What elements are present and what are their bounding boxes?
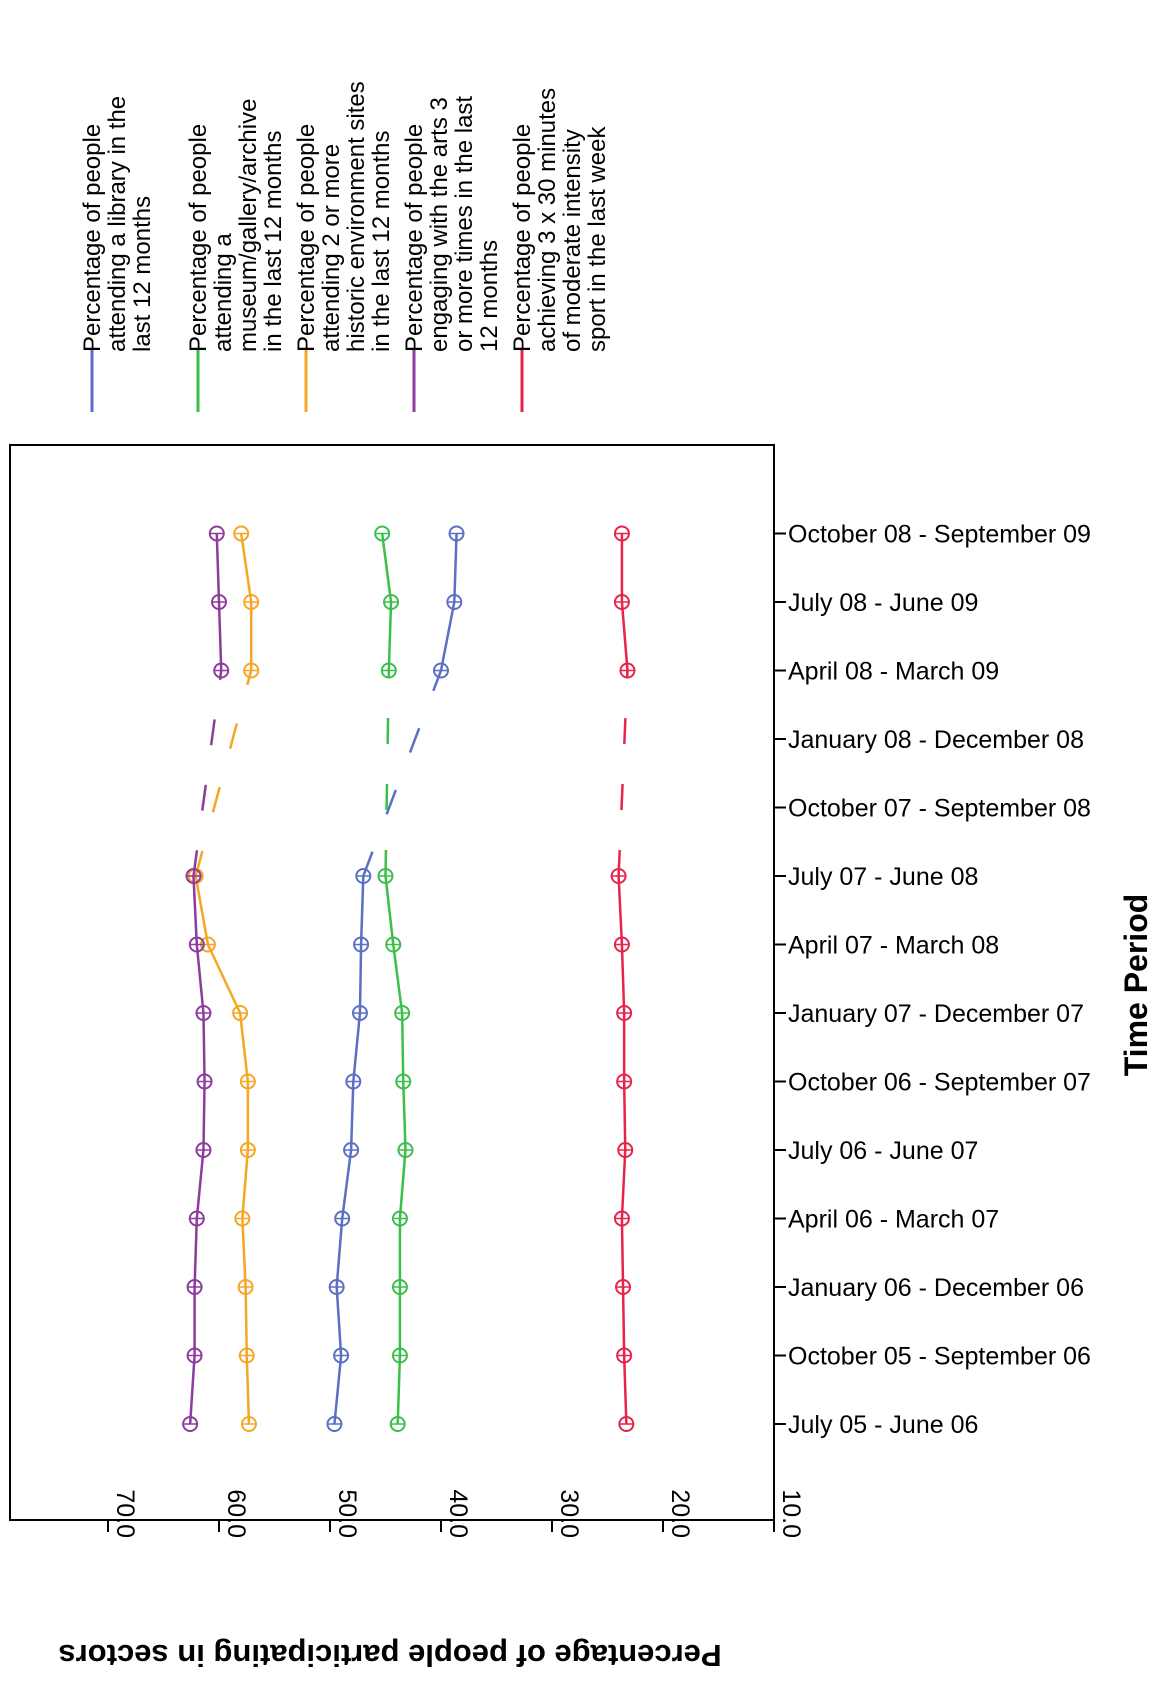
legend-label: attending a xyxy=(210,233,237,352)
y-tick-label: 20.0 xyxy=(666,1489,694,1538)
x-tick-label: January 06 - December 06 xyxy=(788,1274,1084,1302)
legend-label: Percentage of people xyxy=(185,124,212,352)
y-axis-title: Percentage of people participating in se… xyxy=(58,1638,721,1673)
series-gap-line xyxy=(384,670,391,877)
x-tick-label: October 06 - September 07 xyxy=(788,1069,1091,1097)
legend-label: achieving 3 x 30 minutes xyxy=(534,88,561,352)
series-gap-line xyxy=(194,670,253,877)
legend-label: sport in the last week xyxy=(584,126,611,352)
y-tick-label: 60.0 xyxy=(222,1489,250,1538)
x-tick-label: April 07 - March 08 xyxy=(788,932,999,960)
series-4 xyxy=(182,525,230,1432)
legend-label: last 12 months xyxy=(129,196,156,352)
series-gap-line xyxy=(192,670,223,877)
legend-label: engaging with the arts 3 xyxy=(426,97,453,352)
x-tick-label: July 08 - June 09 xyxy=(788,589,978,617)
x-tick-label: October 05 - September 06 xyxy=(788,1343,1091,1371)
legend-label: Percentage of people xyxy=(293,124,320,352)
legend-label: attending 2 or more xyxy=(318,144,345,352)
series-layer xyxy=(182,525,636,1432)
x-tick-label: July 07 - June 08 xyxy=(788,863,978,891)
series-gap-line xyxy=(362,670,443,877)
x-axis: July 05 - June 06 October 05 - September … xyxy=(774,521,1091,1439)
legend-label: Percentage of people xyxy=(401,124,428,352)
y-tick-label: 40.0 xyxy=(444,1489,472,1538)
legend-label: Percentage of people xyxy=(79,124,106,352)
x-axis-title: Time Period xyxy=(1118,894,1154,1077)
legend-label: historic environment sites xyxy=(343,81,370,352)
y-axis: 10.0 20.0 30.0 40.0 50.0 60.0 70.0 xyxy=(107,1489,805,1538)
legend-label: Percentage of people xyxy=(509,124,536,352)
legend-label: in the last 12 months xyxy=(368,131,395,352)
x-tick-label: April 06 - March 07 xyxy=(788,1206,999,1234)
x-tick-label: April 08 - March 09 xyxy=(788,658,999,686)
series-1 xyxy=(326,525,465,1432)
x-tick-label: October 08 - September 09 xyxy=(788,521,1091,549)
series-5 xyxy=(610,525,636,1432)
series-3 xyxy=(187,525,260,1432)
y-tick-label: 50.0 xyxy=(333,1489,361,1538)
legend-label: in the last 12 months xyxy=(260,131,287,352)
plot-frame xyxy=(9,444,775,1521)
y-tick-label: 10.0 xyxy=(777,1489,805,1538)
x-tick-label: January 07 - December 07 xyxy=(788,1000,1084,1028)
legend-label: or more times in the last xyxy=(451,96,478,352)
x-tick-label: July 06 - June 07 xyxy=(788,1137,978,1165)
y-tick-label: 30.0 xyxy=(555,1489,583,1538)
x-tick-label: July 05 - June 06 xyxy=(788,1411,978,1439)
legend-label: of moderate intensity xyxy=(559,129,586,352)
legend-label: museum/gallery/archive xyxy=(235,99,262,352)
series-2 xyxy=(374,525,414,1432)
x-tick-label: January 08 - December 08 xyxy=(788,726,1084,754)
legend-label: attending a library in the xyxy=(104,96,131,352)
series-gap-line xyxy=(617,670,629,877)
legend-label: 12 months xyxy=(476,240,503,352)
x-tick-label: October 07 - September 08 xyxy=(788,795,1091,823)
y-tick-label: 70.0 xyxy=(111,1489,139,1538)
